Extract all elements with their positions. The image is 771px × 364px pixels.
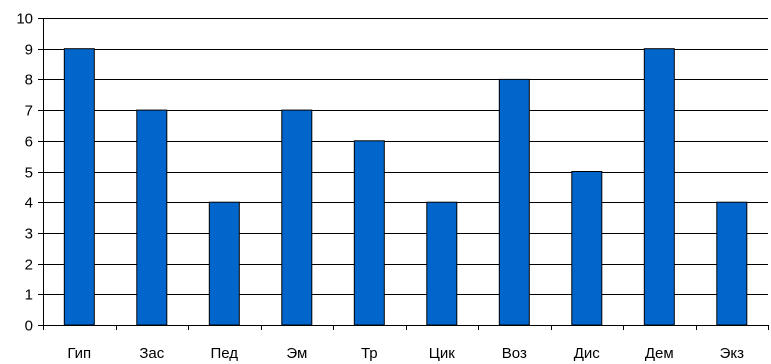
bar-2 [136, 109, 168, 326]
y-tick-label: 0 [25, 318, 33, 335]
y-tick-label: 1 [25, 287, 33, 304]
x-tick-label: Пед [211, 345, 239, 362]
y-tick-label: 9 [25, 42, 33, 59]
bar-1 [63, 48, 95, 326]
bars [63, 48, 748, 326]
bar-9 [643, 48, 675, 326]
bar-5 [353, 140, 385, 326]
y-tick-label: 10 [16, 11, 33, 28]
bar-8 [571, 171, 603, 326]
x-tick-label: Тр [361, 345, 378, 362]
bar-6 [426, 201, 458, 326]
bar-3 [208, 201, 240, 326]
bar-10 [716, 201, 748, 326]
x-tick-label: Эм [286, 345, 307, 362]
x-tick-label: Зас [139, 345, 164, 362]
x-tick-label: Гип [67, 345, 91, 362]
y-tick-label: 3 [25, 226, 33, 243]
y-tick-label: 2 [25, 257, 33, 274]
bar-4 [281, 109, 313, 326]
axes [38, 18, 769, 330]
bar-7 [498, 78, 530, 326]
x-tick-label: Дем [645, 345, 674, 362]
x-tick-label: Экз [720, 345, 745, 362]
y-tick-label: 8 [25, 72, 33, 89]
x-tick-label: Воз [502, 345, 527, 362]
x-tick-labels: Гип Зас Пед Эм Тр Цик Воз Дис Дем Экз [67, 345, 744, 362]
y-tick-label: 5 [25, 165, 33, 182]
y-tick-label: 4 [25, 195, 33, 212]
y-tick-label: 7 [25, 103, 33, 120]
y-tick-labels: 0 1 2 3 4 5 6 7 8 9 10 [16, 11, 33, 335]
x-tick-label: Цик [429, 345, 455, 362]
x-tick-label: Дис [574, 345, 601, 362]
y-tick-label: 6 [25, 134, 33, 151]
